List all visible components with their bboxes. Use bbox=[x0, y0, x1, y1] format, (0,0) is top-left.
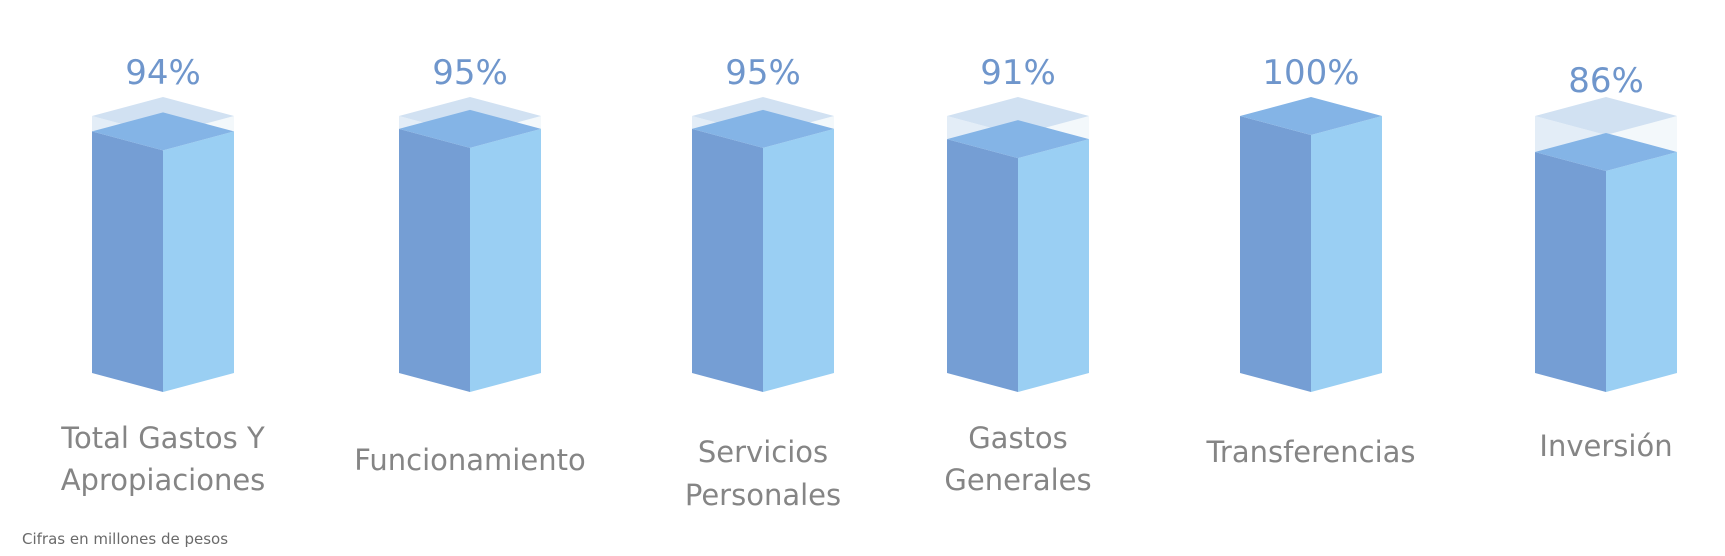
bar-right-face bbox=[1606, 151, 1677, 392]
value-label: 86% bbox=[1568, 61, 1644, 101]
bar-left-face bbox=[92, 131, 163, 393]
empty-top-face bbox=[1535, 97, 1677, 135]
bar-top-face bbox=[947, 120, 1089, 159]
category-label: Gastos bbox=[968, 421, 1068, 455]
category-label: Servicios bbox=[698, 435, 828, 469]
footnote: Cifras en millones de pesos bbox=[22, 530, 229, 548]
value-label: 100% bbox=[1262, 53, 1359, 93]
bar-top-face bbox=[692, 109, 834, 148]
bar-top-face bbox=[1240, 97, 1382, 135]
bar-left-face bbox=[692, 128, 763, 392]
category-label: Personales bbox=[685, 478, 841, 512]
value-label: 95% bbox=[432, 53, 508, 93]
value-label: 94% bbox=[125, 53, 201, 93]
bar-top-face bbox=[1535, 132, 1677, 171]
category-label: Inversión bbox=[1539, 429, 1672, 463]
bar-top-face bbox=[92, 112, 234, 151]
bar-left-face bbox=[1535, 151, 1606, 392]
bar-right-face bbox=[470, 128, 541, 392]
bar-left-face bbox=[399, 128, 470, 392]
category-label: Total Gastos Y bbox=[60, 421, 265, 455]
category-label: Funcionamiento bbox=[354, 443, 585, 477]
bar-right-face bbox=[1311, 116, 1382, 392]
bar-top-face bbox=[399, 109, 541, 148]
bar-left-face bbox=[947, 139, 1018, 392]
value-label: 91% bbox=[980, 53, 1056, 93]
bar-left-face bbox=[1240, 116, 1311, 392]
bar-right-face bbox=[763, 128, 834, 392]
bars-layer: 94% Total Gastos Y Apropiaciones 95% Funcion… bbox=[60, 53, 1677, 512]
bar-right-face bbox=[1018, 139, 1089, 392]
category-label: Generales bbox=[944, 463, 1091, 497]
empty-top-face bbox=[947, 97, 1089, 135]
value-label: 95% bbox=[725, 53, 801, 93]
category-label: Transferencias bbox=[1205, 435, 1415, 469]
category-label: Apropiaciones bbox=[61, 463, 266, 497]
bar-right-face bbox=[163, 131, 234, 393]
